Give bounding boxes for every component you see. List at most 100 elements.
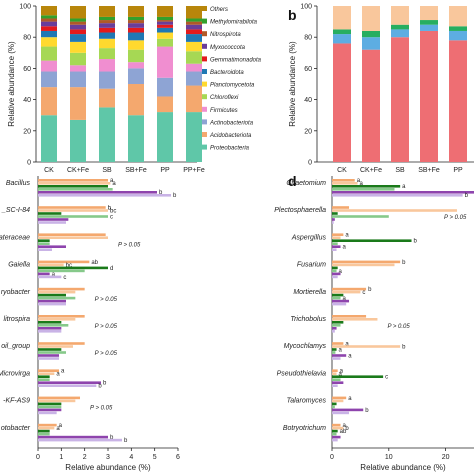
legend-entry: Nitrospirota — [210, 32, 241, 38]
x-tick-label-c: 4 — [129, 454, 133, 461]
bar-segment-a — [70, 6, 86, 19]
bar-d — [332, 239, 412, 242]
bar-c — [38, 242, 50, 245]
bar-segment-a — [41, 71, 57, 88]
bar-segment-b — [449, 26, 467, 31]
bar-c — [38, 354, 59, 357]
bar-segment-a — [99, 6, 115, 17]
sig-letter-c: b — [98, 384, 102, 390]
sig-letter-c: c — [110, 214, 113, 220]
bar-segment-a — [70, 71, 86, 88]
sig-letter-d: a — [339, 372, 343, 378]
bar-c — [38, 287, 85, 291]
bar-c — [38, 212, 62, 215]
bar-c — [38, 239, 50, 242]
x-axis-label-c: Relative abundance (%) — [65, 463, 151, 472]
bar-segment-a — [41, 26, 57, 31]
bar-segment-b — [362, 37, 380, 50]
sig-letter-d: c — [385, 375, 388, 381]
bar-segment-b — [420, 6, 438, 21]
x-tick-label-b: CK+Fe — [360, 167, 382, 174]
sig-letter-d: b — [365, 408, 369, 414]
bar-segment-a — [128, 23, 144, 28]
sig-letter-d: a — [345, 233, 349, 239]
sig-letter-d: a — [348, 353, 352, 359]
bar-d — [332, 345, 401, 348]
sig-letter-d: b — [402, 260, 406, 266]
legend-entry: Firmicutes — [210, 108, 238, 114]
sig-letter-d: b — [465, 193, 469, 199]
bar-c — [38, 194, 171, 197]
bar-d — [332, 384, 338, 387]
sig-letter-d: a — [348, 396, 352, 402]
bar-c — [38, 221, 66, 224]
bar-segment-a — [186, 85, 202, 113]
bar-d — [332, 206, 350, 209]
legend-entry: Chloroflexi — [210, 95, 239, 101]
bar-c — [38, 233, 106, 236]
bar-c — [38, 402, 62, 406]
category-label-d: Chaetomium — [286, 180, 326, 187]
p-value-c: P > 0.05 — [90, 406, 113, 412]
bar-segment-a — [41, 46, 57, 61]
bar-d — [332, 324, 341, 327]
bar-c — [38, 426, 55, 430]
bar-d — [332, 179, 355, 182]
p-value-c: P > 0.05 — [95, 297, 118, 303]
bar-segment-a — [70, 52, 86, 66]
legend-swatch — [202, 81, 207, 87]
bar-segment-a — [70, 24, 86, 30]
p-value-c: P > 0.05 — [95, 324, 118, 330]
category-label-c: ateraceae — [0, 234, 30, 241]
bar-d — [332, 182, 358, 185]
p-value-d: P > 0.05 — [387, 324, 410, 330]
sig-letter-d: ab — [340, 429, 347, 435]
category-label-c: otobacter — [1, 425, 31, 432]
bar-segment-b — [362, 30, 380, 38]
y-tick-label-a: 40 — [23, 97, 31, 104]
x-tick-label-b: SB — [395, 167, 405, 174]
bar-segment-a — [186, 24, 202, 30]
x-tick-label-c: 6 — [176, 454, 180, 461]
bar-d — [332, 435, 341, 439]
x-tick-label-c: 3 — [106, 454, 110, 461]
sig-letter-c: ab — [91, 260, 98, 266]
category-label-d: Trichobolus — [290, 316, 326, 323]
legend-entry: Gemmatimonadota — [210, 57, 262, 63]
category-label-c: ryobacter — [1, 289, 31, 296]
sig-letter-d: b — [402, 344, 406, 350]
bar-c — [38, 260, 90, 264]
y-tick-label-a: 100 — [19, 4, 31, 11]
legend-swatch — [202, 43, 207, 49]
bar-segment-a — [99, 59, 115, 72]
sig-letter-d: b — [368, 287, 372, 293]
bar-segment-a — [128, 27, 144, 33]
bar-segment-b — [449, 30, 467, 41]
bar-d — [332, 348, 337, 351]
bar-segment-a — [70, 29, 86, 35]
legend-entry: Planctomycetota — [210, 83, 255, 89]
bar-c — [38, 345, 73, 348]
sig-letter-c: a — [110, 178, 114, 184]
category-label-c: oil_group — [1, 343, 30, 350]
sig-letter-d: a — [340, 369, 344, 375]
bar-c — [38, 185, 108, 188]
x-tick-label-c: 5 — [153, 454, 157, 461]
bar-segment-a — [41, 21, 57, 27]
bar-segment-a — [186, 21, 202, 25]
bar-segment-b — [362, 6, 380, 31]
legend-swatch — [202, 18, 207, 24]
bar-segment-a — [186, 112, 202, 162]
bar-d — [332, 375, 384, 378]
bar-c — [38, 188, 113, 191]
x-tick-label-a: PP — [160, 167, 170, 174]
bar-d — [332, 215, 389, 218]
bar-segment-a — [157, 77, 173, 97]
legend-swatch — [202, 94, 207, 100]
bar-segment-a — [128, 6, 144, 17]
bar-segment-a — [41, 87, 57, 116]
bar-segment-a — [99, 71, 115, 89]
bar-d — [332, 185, 401, 188]
sig-letter-c: b — [124, 438, 128, 444]
bar-segment-a — [157, 46, 173, 78]
